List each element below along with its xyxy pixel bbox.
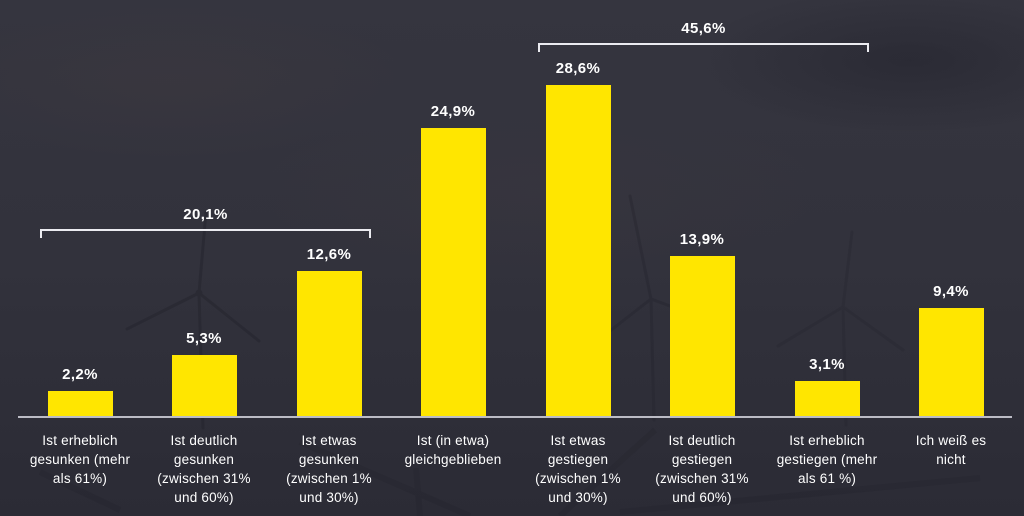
- category-label: Ist deutlich gesunken (zwischen 31% und …: [157, 433, 251, 505]
- bar-6: [669, 256, 735, 417]
- bracket-sum-label: 20,1%: [183, 206, 228, 223]
- field-pattern: [38, 427, 981, 516]
- category-label: Ich weiß es nicht: [915, 433, 987, 467]
- wind-turbine-icon: [776, 230, 905, 427]
- bar-7: [794, 381, 860, 417]
- bar-value-label: 5,3%: [186, 330, 222, 347]
- bar-value-label: 24,9%: [430, 103, 476, 120]
- bar-5: [545, 85, 611, 417]
- bracket-tick-left: [40, 231, 42, 238]
- bar-3: [296, 271, 362, 417]
- bar-4: [420, 128, 486, 417]
- bar-value-label: 9,4%: [933, 283, 969, 300]
- category-label: Ist etwas gestiegen (zwischen 1% und 30%…: [535, 433, 621, 505]
- category-label: Ist (in etwa) gleichgeblieben: [404, 433, 502, 467]
- bar-1: [47, 391, 113, 417]
- bracket-tick-right: [867, 45, 869, 52]
- bracket-tick-left: [538, 45, 540, 52]
- wind-turbine-icon: [586, 194, 724, 422]
- wind-turbine-icon: [125, 210, 261, 430]
- category-label: Ist erheblich gestiegen (mehr als 61 %): [776, 433, 878, 486]
- bracket-tick-right: [369, 231, 371, 238]
- bar-value-label: 28,6%: [555, 60, 601, 77]
- bar-value-label: 3,1%: [809, 356, 845, 373]
- bracket-sum-label: 45,6%: [681, 20, 726, 37]
- category-label: Ist etwas gesunken (zwischen 1% und 30%): [286, 433, 372, 505]
- bar-value-label: 12,6%: [306, 246, 352, 263]
- bar-value-label: 2,2%: [62, 366, 98, 383]
- bar-8: [918, 308, 984, 417]
- x-axis-line: [18, 416, 1012, 418]
- bar-2: [171, 355, 237, 417]
- sum-bracket-2: [538, 43, 869, 52]
- sum-bracket-1: [40, 229, 371, 238]
- bar-value-label: 13,9%: [679, 231, 725, 248]
- category-label: Ist deutlich gestiegen (zwischen 31% und…: [655, 433, 749, 505]
- category-label: Ist erheblich gesunken (mehr als 61%): [29, 433, 131, 486]
